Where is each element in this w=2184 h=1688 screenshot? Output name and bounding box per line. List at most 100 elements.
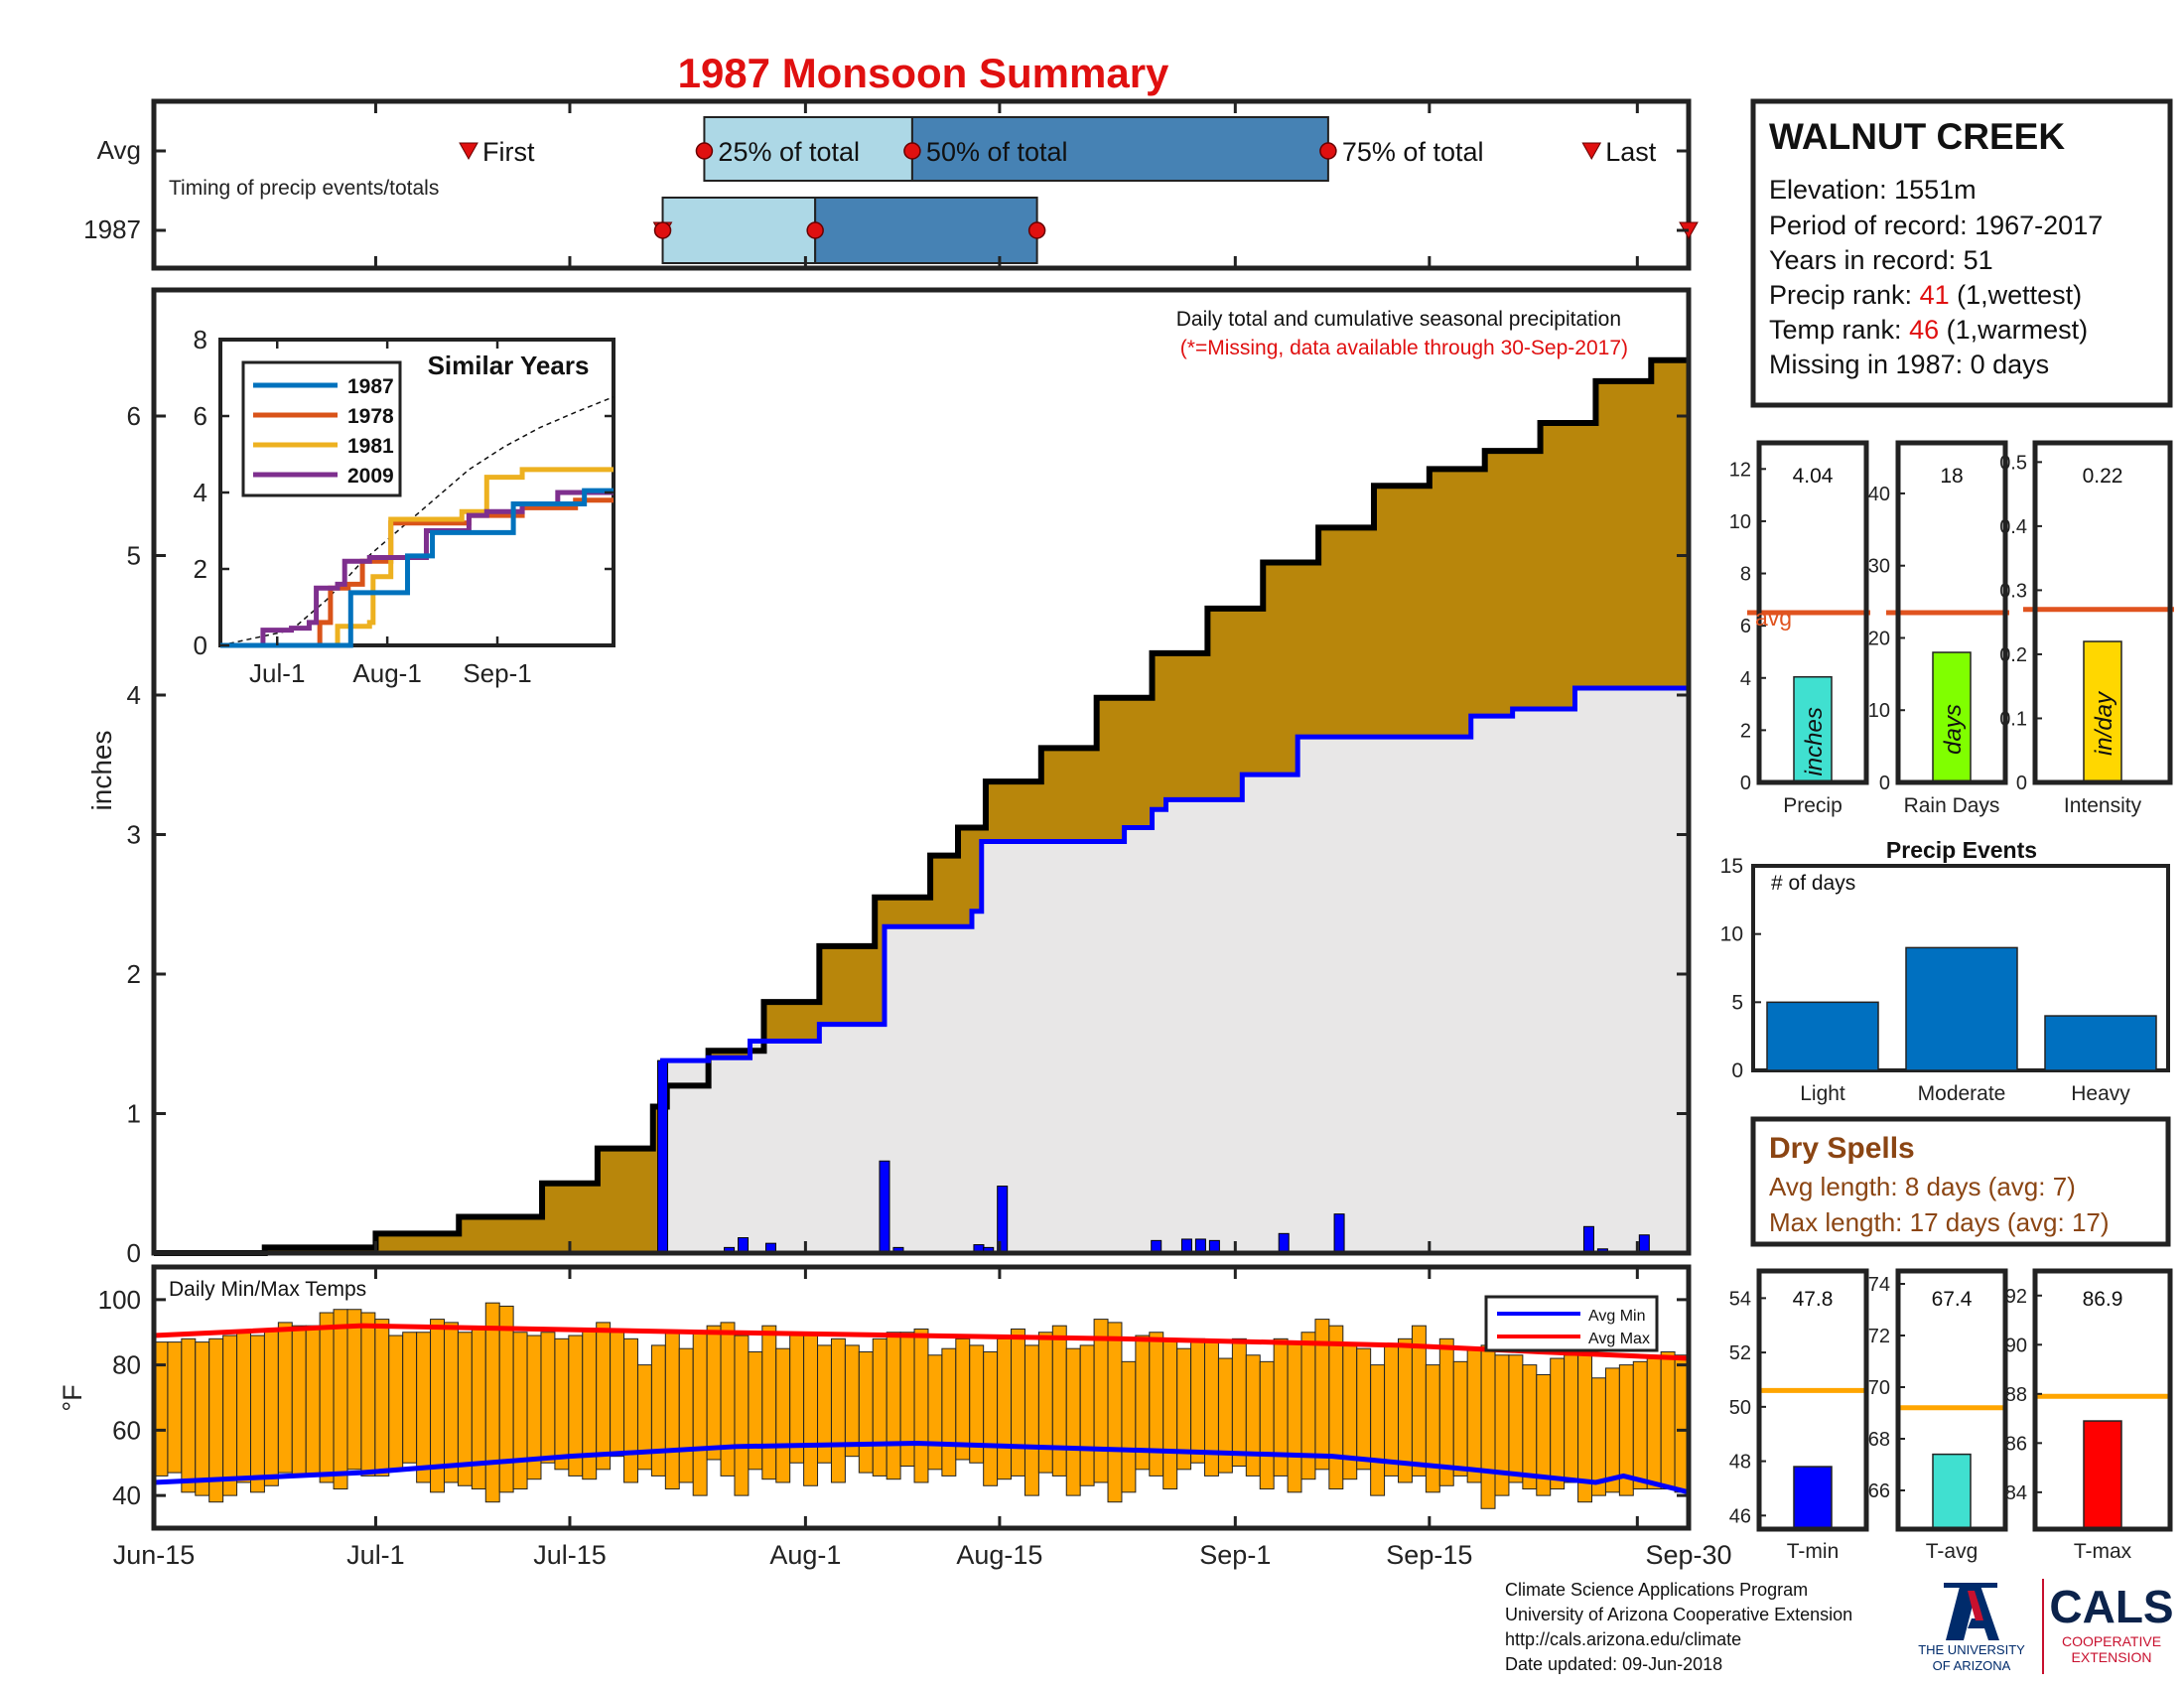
daily-precip-bar — [1278, 1232, 1290, 1254]
events-y-tick-label: 5 — [1731, 991, 1743, 1014]
temp-y-tick-label: 60 — [112, 1415, 141, 1445]
date-tick-label: Aug-15 — [956, 1540, 1042, 1570]
temp-summary-label: T-avg — [1926, 1540, 1979, 1563]
inset-y-tick-label: 6 — [194, 401, 207, 431]
events-category-label: Moderate — [1918, 1082, 2006, 1105]
main-note-2: (*=Missing, data available through 30-Se… — [1180, 337, 1628, 359]
daily-temp-bar — [1287, 1341, 1302, 1493]
daily-temp-bar — [678, 1347, 694, 1483]
daily-temp-bar — [858, 1350, 874, 1474]
cumulative-average-line — [154, 356, 1689, 1256]
station-period: Period of record: 1967-2017 — [1769, 211, 2103, 240]
daily-temp-bar — [913, 1328, 929, 1483]
daily-temp-bar — [443, 1322, 459, 1483]
daily-temp-bar — [1204, 1341, 1219, 1477]
daily-temp-bar — [1037, 1332, 1053, 1474]
events-y-tick-label: 10 — [1720, 923, 1743, 946]
temps-plot-frame — [151, 1264, 1692, 1531]
temp-summary-y-tick-label: 52 — [1729, 1342, 1751, 1364]
station-frame — [1750, 98, 2173, 408]
temp-summary-y-tick-label: 92 — [2005, 1286, 2027, 1308]
daily-temp-bar — [305, 1325, 321, 1477]
cumulative-1987-line — [154, 685, 1689, 1256]
timing-note: Timing of precip events/totals — [169, 177, 439, 200]
main-y-tick-label: 3 — [127, 820, 141, 850]
inset-series-line-1987 — [220, 488, 614, 648]
avg-50-marker — [903, 142, 921, 160]
daily-temp-bar — [277, 1322, 293, 1474]
summary-y-tick-label: 0.3 — [1999, 580, 2027, 602]
university-logos: THE UNIVERSITY OF ARIZONA CALS COOPERATI… — [1918, 1579, 2174, 1674]
daily-temp-bar — [512, 1332, 528, 1490]
main-axis-ticks: 0 1 2 3 4 5 6 — [127, 401, 1689, 1268]
daily-temp-bar — [167, 1341, 183, 1474]
inset-legend-label: 1978 — [347, 405, 394, 428]
legend-avg-min-label: Avg Min — [1588, 1308, 1646, 1325]
summary-y-tick-label: 30 — [1868, 556, 1890, 578]
main-y-label: inches — [86, 731, 117, 811]
year-50-75-box — [814, 197, 1038, 264]
avg-25-50-box — [703, 116, 913, 182]
summary-label: Rain Days — [1904, 794, 2000, 817]
summary-y-tick-label: 0.1 — [1999, 708, 2027, 730]
summary-bar-unit: days — [1940, 704, 1967, 755]
temp-summary-y-tick-label: 84 — [2005, 1482, 2027, 1504]
summary-value: 18 — [1940, 465, 1963, 488]
daily-temp-bar — [899, 1332, 915, 1468]
events-bar-light — [1766, 1001, 1879, 1071]
daily-temp-bar — [748, 1350, 763, 1471]
daily-temp-bar — [706, 1325, 722, 1461]
daily-temp-bar — [1245, 1354, 1261, 1477]
footer-line-2: University of Arizona Cooperative Extens… — [1505, 1605, 1852, 1624]
cals-wordmark: CALS — [2049, 1581, 2173, 1632]
daily-temp-bar — [291, 1325, 307, 1477]
temp-rank-value: 46 — [1909, 315, 1939, 345]
avg-min-line — [153, 1441, 1690, 1495]
date-tick-label: Sep-1 — [1199, 1540, 1271, 1570]
summary-bar-unit: inches — [1801, 707, 1828, 775]
temp-summary-label: T-min — [1787, 1540, 1840, 1563]
daily-temp-bar — [333, 1309, 348, 1490]
temps-y-label: °F — [58, 1384, 87, 1411]
daily-temp-bar — [941, 1347, 957, 1477]
daily-temp-bar — [1259, 1360, 1275, 1490]
footer-credits: Climate Science Applications Program Uni… — [1505, 1580, 1852, 1674]
inset-legend-label: 1987 — [347, 375, 394, 398]
temp-summary-y-tick-label: 74 — [1868, 1274, 1890, 1296]
temp-summary-y-tick-label: 70 — [1868, 1377, 1890, 1399]
cals-line-2: EXTENSION — [2072, 1649, 2152, 1665]
legend-avg-max-label: Avg Max — [1588, 1331, 1650, 1347]
temp-summary-frame — [1756, 1268, 1869, 1532]
daily-temp-bar — [346, 1309, 362, 1471]
daily-temp-bar — [844, 1344, 860, 1458]
main-y-tick-label: 6 — [127, 401, 141, 431]
daily-temp-bar — [1370, 1364, 1386, 1496]
daily-temp-bar — [402, 1332, 418, 1464]
temps-title: Daily Min/Max Temps — [169, 1278, 366, 1301]
temp-y-tick-label: 100 — [98, 1285, 141, 1315]
station-temp-rank: Temp rank: 46 (1,warmest) — [1769, 315, 2088, 345]
daily-temp-bar — [1438, 1337, 1454, 1486]
timing-row-label-year: 1987 — [83, 214, 141, 244]
dry-title: Dry Spells — [1769, 1132, 1915, 1165]
summary-y-tick-label: 0.5 — [1999, 452, 2027, 474]
summary-y-tick-label: 8 — [1740, 564, 1751, 586]
daily-precip-bar — [1333, 1213, 1345, 1254]
temp-summary-y-tick-label: 46 — [1729, 1505, 1751, 1527]
summary-bar-rain-days — [1932, 651, 1972, 783]
daily-temp-bar — [623, 1337, 638, 1483]
timing-75-label: 75% of total — [1342, 137, 1484, 167]
inset-legend-label: 1981 — [347, 435, 394, 458]
timing-25-label: 25% of total — [718, 137, 860, 167]
daily-temp-bar — [886, 1332, 901, 1480]
events-category-label: Heavy — [2071, 1082, 2130, 1105]
summary-value: 4.04 — [1793, 465, 1834, 488]
dry-avg-length: Avg length: 8 days (avg: 7) — [1769, 1172, 2076, 1201]
timing-row-label-avg: Avg — [97, 135, 141, 165]
temp-summary-y-tick-label: 66 — [1868, 1480, 1890, 1502]
daily-temp-bar — [1564, 1354, 1579, 1483]
daily-temp-bar — [1646, 1357, 1662, 1490]
avg-25-marker — [695, 142, 714, 160]
daily-temp-bar — [1024, 1344, 1039, 1496]
